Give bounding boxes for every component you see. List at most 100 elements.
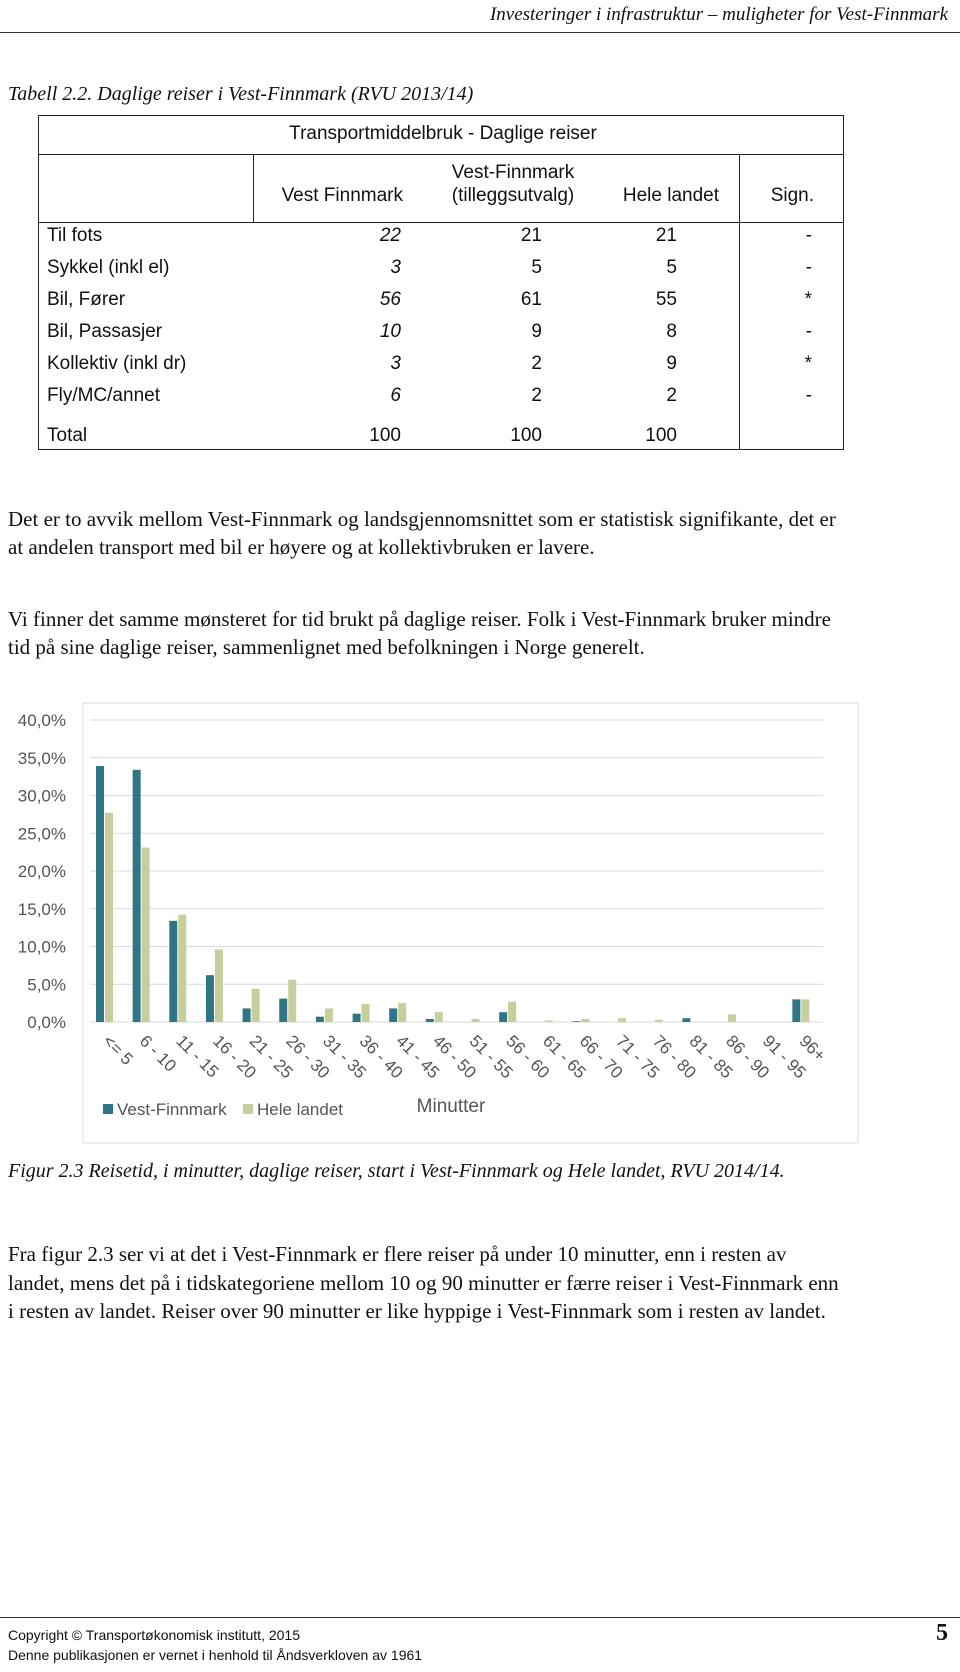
table-cell: 5 xyxy=(666,257,677,278)
bar xyxy=(618,1018,627,1022)
column-header: Sign. xyxy=(770,185,814,206)
table-cell: 2 xyxy=(531,385,542,406)
bar xyxy=(132,769,141,1022)
y-tick-label: 20,0% xyxy=(18,862,66,881)
y-tick-label: 5,0% xyxy=(27,975,66,994)
bar xyxy=(361,1003,370,1022)
table-cell: 2 xyxy=(666,385,677,406)
bar xyxy=(96,766,104,1022)
table-cell: 3 xyxy=(390,257,401,278)
row-label: Sykkel (inkl el) xyxy=(47,257,170,278)
x-tick-label: <= 5 xyxy=(99,1031,137,1069)
table-cell: - xyxy=(805,385,812,406)
running-title: Investeringer i infrastruktur – mulighet… xyxy=(489,4,948,25)
bar xyxy=(801,999,810,1022)
table-rule xyxy=(39,222,843,223)
bar xyxy=(508,1001,517,1022)
table-cell: 21 xyxy=(520,225,542,246)
table-cell: 8 xyxy=(666,321,677,342)
row-label: Total xyxy=(47,425,88,446)
y-tick-label: 0,0% xyxy=(27,1013,66,1032)
table-cell: 9 xyxy=(531,321,542,342)
x-tick-label: 6 - 10 xyxy=(136,1031,180,1075)
table-cell: * xyxy=(804,353,812,374)
bar xyxy=(792,999,801,1022)
bar xyxy=(105,812,113,1022)
page-number: 5 xyxy=(936,1620,948,1646)
bar xyxy=(572,1021,581,1022)
table-divider xyxy=(253,154,254,222)
bar xyxy=(544,1020,553,1022)
y-tick-label: 35,0% xyxy=(18,749,66,768)
legend-label: Hele landet xyxy=(257,1100,343,1119)
bar xyxy=(499,1012,508,1022)
bar xyxy=(682,1018,691,1022)
column-header: Hele landet xyxy=(622,185,719,206)
table-caption: Tabell 2.2. Daglige reiser i Vest-Finnma… xyxy=(8,83,474,105)
bar xyxy=(425,1018,434,1022)
row-label: Fly/MC/annet xyxy=(47,385,160,406)
row-label: Bil, Fører xyxy=(47,289,126,310)
bar xyxy=(398,1003,407,1022)
notice: Denne publikasjonen er vernet i henhold … xyxy=(8,1647,423,1663)
bar xyxy=(389,1008,398,1022)
chart-frame xyxy=(82,702,859,1144)
y-tick-label: 40,0% xyxy=(18,711,66,730)
row-label: Kollektiv (inkl dr) xyxy=(47,353,187,374)
y-tick-label: 25,0% xyxy=(18,824,66,843)
table-cell: 6 xyxy=(390,385,401,406)
copyright: Copyright © Transportøkonomisk institutt… xyxy=(8,1627,300,1643)
bar xyxy=(205,975,214,1022)
column-header: Vest-Finnmark (tilleggsutvalg) xyxy=(451,162,575,206)
footer-rule xyxy=(0,1617,960,1618)
bar xyxy=(214,949,223,1022)
bar xyxy=(352,1013,361,1022)
bar xyxy=(471,1018,480,1022)
x-axis-title: Minutter xyxy=(417,1096,486,1117)
y-tick-label: 30,0% xyxy=(18,787,66,806)
figure-caption: Figur 2.3 Reisetid, i minutter, daglige … xyxy=(8,1160,785,1182)
table-cell: 21 xyxy=(655,225,677,246)
table-cell: 10 xyxy=(379,321,401,342)
table-cell: 100 xyxy=(645,425,677,446)
table-cell: 2 xyxy=(531,353,542,374)
bar xyxy=(654,1019,663,1022)
row-label: Bil, Passasjer xyxy=(47,321,163,342)
table-cell: 3 xyxy=(390,353,401,374)
table-cell: - xyxy=(805,225,812,246)
table-cell: - xyxy=(805,257,812,278)
legend-swatch xyxy=(243,1104,253,1114)
paragraph: Vi finner det samme mønsteret for tid br… xyxy=(8,607,831,659)
bar xyxy=(324,1008,333,1022)
bar xyxy=(728,1014,737,1022)
bar xyxy=(315,1016,324,1022)
table-cell: 22 xyxy=(379,225,401,246)
header-rule xyxy=(0,32,960,33)
paragraph: Det er to avvik mellom Vest-Finnmark og … xyxy=(8,507,836,559)
column-header: Vest Finnmark xyxy=(281,185,403,206)
chart: 0,0% 5,0% 10,0% 15,0% 20,0% 25,0% 30,0% 35,0% 40… xyxy=(18,702,859,1144)
table-cell: 55 xyxy=(655,289,677,310)
bar xyxy=(141,847,150,1022)
table-divider xyxy=(739,154,740,449)
paragraph: Fra figur 2.3 ser vi at det i Vest-Finnm… xyxy=(8,1242,839,1323)
table-cell: 100 xyxy=(369,425,401,446)
bar xyxy=(434,1012,443,1022)
table-cell: 56 xyxy=(379,289,401,310)
table-rule xyxy=(39,154,843,155)
bar xyxy=(288,979,297,1022)
bar xyxy=(169,920,178,1022)
bar xyxy=(242,1008,251,1022)
table-cell: 9 xyxy=(666,353,677,374)
y-tick-label: 15,0% xyxy=(18,900,66,919)
table: Transportmiddelbruk - Daglige reiser Ves… xyxy=(38,115,844,450)
bar xyxy=(581,1018,590,1022)
legend-swatch xyxy=(103,1104,113,1114)
bar xyxy=(178,914,187,1022)
table-cell: 5 xyxy=(531,257,542,278)
table-cell: 61 xyxy=(520,289,542,310)
table-cell: 100 xyxy=(510,425,542,446)
table-cell: * xyxy=(804,289,812,310)
table-cell: - xyxy=(805,321,812,342)
